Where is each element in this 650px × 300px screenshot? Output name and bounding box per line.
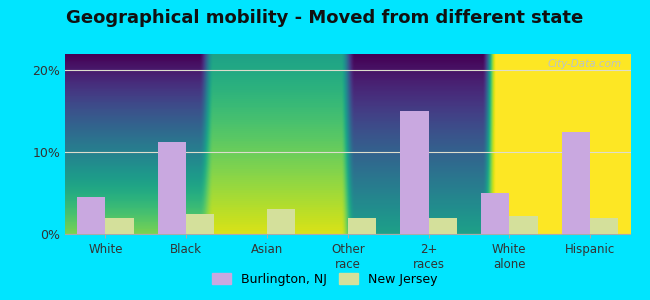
Bar [158, 142, 186, 234]
Bar [510, 216, 538, 234]
Bar [590, 218, 618, 234]
Bar [562, 132, 590, 234]
Bar [267, 209, 295, 234]
Bar [428, 218, 457, 234]
Bar [77, 197, 105, 234]
Bar [348, 218, 376, 234]
Bar [186, 214, 214, 234]
Bar [400, 111, 428, 234]
Bar [105, 218, 134, 234]
Bar [481, 193, 510, 234]
Text: Geographical mobility - Moved from different state: Geographical mobility - Moved from diffe… [66, 9, 584, 27]
Text: City-Data.com: City-Data.com [548, 59, 622, 69]
Legend: Burlington, NJ, New Jersey: Burlington, NJ, New Jersey [207, 268, 443, 291]
